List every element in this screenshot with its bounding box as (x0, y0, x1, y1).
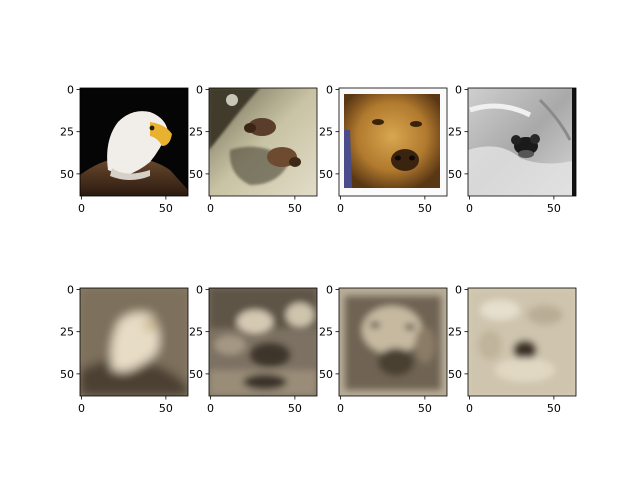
axes-frame (338, 87, 448, 197)
x-tick-label: 0 (466, 202, 473, 215)
axes-frame (338, 287, 448, 397)
y-tick-label: 25 (448, 126, 462, 139)
panel-axes: 0 25 50 0 50 (189, 84, 318, 215)
y-tick-label: 0 (326, 284, 333, 297)
y-tick-label: 50 (60, 168, 74, 181)
axes-frame (208, 287, 318, 397)
x-tick-label: 50 (159, 202, 173, 215)
y-tick-label: 0 (326, 84, 333, 97)
panel-axes: 0 25 50 0 50 (448, 84, 577, 215)
panel-dog-original (339, 88, 447, 196)
panel-dog-reconstruction (339, 288, 447, 396)
panel-eagle-reconstruction (80, 288, 188, 396)
axes-frame (79, 87, 189, 197)
x-tick-label: 50 (547, 202, 561, 215)
y-tick-label: 0 (196, 284, 203, 297)
y-tick-label: 25 (448, 326, 462, 339)
x-tick-label: 0 (466, 402, 473, 415)
axes-frame (208, 87, 318, 197)
x-tick-label: 50 (547, 402, 561, 415)
panel-axes: 0 25 50 0 50 (319, 284, 448, 415)
panel-axes: 0 25 50 0 50 (189, 284, 318, 415)
y-tick-label: 0 (67, 84, 74, 97)
panel-animals-reconstruction (209, 288, 317, 396)
y-tick-label: 0 (67, 284, 74, 297)
y-tick-label: 25 (189, 126, 203, 139)
y-tick-label: 0 (455, 284, 462, 297)
y-tick-label: 25 (319, 326, 333, 339)
x-tick-label: 0 (207, 202, 214, 215)
axes-frame (79, 287, 189, 397)
x-tick-label: 0 (337, 402, 344, 415)
y-tick-label: 50 (319, 168, 333, 181)
y-tick-label: 50 (319, 368, 333, 381)
x-tick-label: 50 (418, 202, 432, 215)
x-tick-label: 0 (337, 202, 344, 215)
y-tick-label: 25 (189, 326, 203, 339)
axes-frame (467, 87, 577, 197)
axes-frame (467, 287, 577, 397)
y-tick-label: 0 (455, 84, 462, 97)
panel-toy-original (468, 88, 576, 196)
y-tick-label: 50 (60, 368, 74, 381)
x-tick-label: 50 (418, 402, 432, 415)
x-tick-label: 0 (78, 202, 85, 215)
panel-axes: 0 25 50 0 50 (60, 84, 189, 215)
x-tick-label: 50 (288, 202, 302, 215)
x-tick-label: 0 (78, 402, 85, 415)
y-tick-label: 25 (60, 326, 74, 339)
y-tick-label: 50 (189, 368, 203, 381)
panel-axes: 0 25 50 0 50 (60, 284, 189, 415)
y-tick-label: 50 (448, 368, 462, 381)
y-tick-label: 50 (189, 168, 203, 181)
y-tick-label: 25 (319, 126, 333, 139)
x-tick-label: 0 (207, 402, 214, 415)
x-tick-label: 50 (159, 402, 173, 415)
x-tick-label: 50 (288, 402, 302, 415)
y-tick-label: 0 (196, 84, 203, 97)
panel-axes: 0 25 50 0 50 (448, 284, 577, 415)
panel-eagle-original (80, 88, 188, 196)
y-tick-label: 50 (448, 168, 462, 181)
y-tick-label: 25 (60, 126, 74, 139)
panel-toy-reconstruction (468, 288, 576, 396)
panel-animals-original (209, 88, 317, 196)
panel-axes: 0 25 50 0 50 (319, 84, 448, 215)
